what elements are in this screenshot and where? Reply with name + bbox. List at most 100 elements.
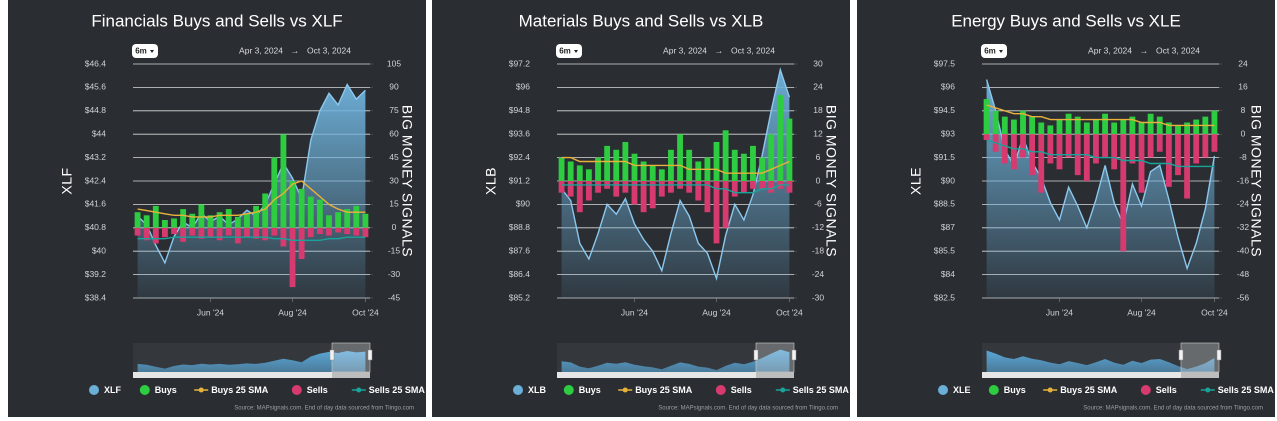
navigator-area <box>137 351 366 372</box>
signal-bar <box>992 110 999 135</box>
date-to: Oct 3, 2024 <box>307 45 351 55</box>
y2-tick-label: -15 <box>388 245 401 255</box>
y2-tick-label: 0 <box>1241 128 1246 138</box>
signal-bar <box>786 118 793 181</box>
range-button[interactable] <box>556 44 582 58</box>
y2-axis-title: BIG MONEY SIGNALS <box>399 105 415 257</box>
y-tick-label: $92.4 <box>509 152 531 162</box>
y-tick-label: $84 <box>941 269 955 279</box>
signal-bar <box>335 227 342 233</box>
range-button-label[interactable]: 6m <box>984 47 996 56</box>
sma-line <box>561 184 790 194</box>
signal-bar <box>1029 134 1036 176</box>
legend-symbol <box>1140 385 1151 395</box>
legend-label: XLF <box>104 385 122 395</box>
signal-bar <box>362 213 369 228</box>
signal-bar <box>640 161 647 181</box>
legend-dot <box>1047 387 1053 393</box>
signal-bar <box>225 227 232 236</box>
signal-bar <box>1083 134 1090 181</box>
signal-bar <box>307 227 314 238</box>
y2-tick-label: 30 <box>389 175 399 185</box>
y-tick-label: $93.6 <box>509 128 531 138</box>
signal-bar <box>1111 122 1118 135</box>
navigator-handle <box>367 349 373 361</box>
signal-bar <box>307 196 314 228</box>
signal-bar <box>1065 134 1072 158</box>
y2-tick-label: -32 <box>1237 222 1250 232</box>
y-tick-label: $39.2 <box>85 269 107 279</box>
legend-label: Sells 25 SMA <box>793 385 850 395</box>
legend-dot <box>1205 387 1211 393</box>
signal-bar <box>180 209 187 228</box>
y2-tick-label: -16 <box>1237 175 1250 185</box>
source-note: Source: MAPsignals.com. End of day data … <box>234 406 414 412</box>
legend-label: Buys <box>579 385 601 395</box>
y2-tick-label: 0 <box>816 175 821 185</box>
y2-tick-label: -56 <box>1237 292 1250 302</box>
signal-bar <box>1029 116 1036 135</box>
y-tick-label: $96 <box>516 82 530 92</box>
signal-bar <box>1120 119 1127 135</box>
signal-bar <box>253 227 259 239</box>
signal-bar <box>198 227 205 239</box>
signal-bar <box>1147 113 1154 135</box>
y-tick-label: $90 <box>941 175 955 185</box>
y-tick-label: $86.4 <box>509 269 531 279</box>
range-button-label[interactable]: 6m <box>135 47 147 56</box>
y-tick-label: $44 <box>92 128 106 138</box>
signal-bar <box>722 181 729 228</box>
signal-bar <box>1165 134 1172 187</box>
x-tick-label: Aug '24 <box>702 307 731 317</box>
date-from: Apr 3, 2024 <box>239 45 283 55</box>
y2-tick-label: -8 <box>1239 152 1247 162</box>
navigator-handle <box>791 349 797 361</box>
price-area <box>137 84 366 298</box>
y2-tick-label: 75 <box>389 105 399 115</box>
signal-bar <box>695 181 702 201</box>
y2-tick-label: -18 <box>812 245 825 255</box>
chart-panel: Materials Buys and Sells vs XLB 6m Apr 3, … <box>432 0 850 417</box>
y-tick-label: $45.6 <box>85 82 107 92</box>
legend-label: Sells <box>731 385 752 395</box>
y2-tick-label: -6 <box>814 199 822 209</box>
signal-bar <box>686 181 693 193</box>
signal-bar <box>1074 116 1081 135</box>
signal-bar <box>316 199 323 228</box>
y2-tick-label: -24 <box>1237 199 1250 209</box>
signal-bar <box>1138 122 1145 135</box>
legend-symbol <box>938 385 948 395</box>
signal-bar <box>326 227 332 236</box>
signal-bar <box>1138 134 1145 193</box>
y2-tick-label: -12 <box>812 222 825 232</box>
range-button[interactable] <box>132 44 158 58</box>
signal-bar <box>344 209 351 228</box>
y2-tick-label: 60 <box>389 128 399 138</box>
range-button[interactable] <box>981 44 1007 58</box>
signal-bar <box>171 218 177 228</box>
legend-symbol <box>715 385 726 395</box>
signal-bar <box>1211 134 1218 152</box>
signal-bar <box>750 145 756 181</box>
navigator-scroll-thumb <box>756 372 794 378</box>
signal-bar <box>280 227 287 247</box>
navigator-window <box>1180 342 1220 373</box>
y2-tick-label: 24 <box>813 82 823 92</box>
signal-bar <box>777 95 784 181</box>
sma-line <box>137 180 366 218</box>
signal-bar <box>1056 119 1063 135</box>
y2-tick-label: 105 <box>387 58 401 68</box>
signal-bar <box>631 181 638 205</box>
signal-bar <box>1093 134 1099 164</box>
range-button-label[interactable]: 6m <box>559 47 571 56</box>
x-tick-label: Aug '24 <box>1127 307 1156 317</box>
x-tick-label: Jun '24 <box>621 307 648 317</box>
signal-bar <box>658 169 665 181</box>
y2-tick-label: 24 <box>1238 58 1248 68</box>
date-from: Apr 3, 2024 <box>663 45 707 55</box>
navigator-handle <box>1178 349 1184 361</box>
signal-bar <box>731 149 738 181</box>
y2-tick-label: 15 <box>389 199 399 209</box>
y2-tick-label: -24 <box>812 269 825 279</box>
signal-bar <box>216 212 223 228</box>
